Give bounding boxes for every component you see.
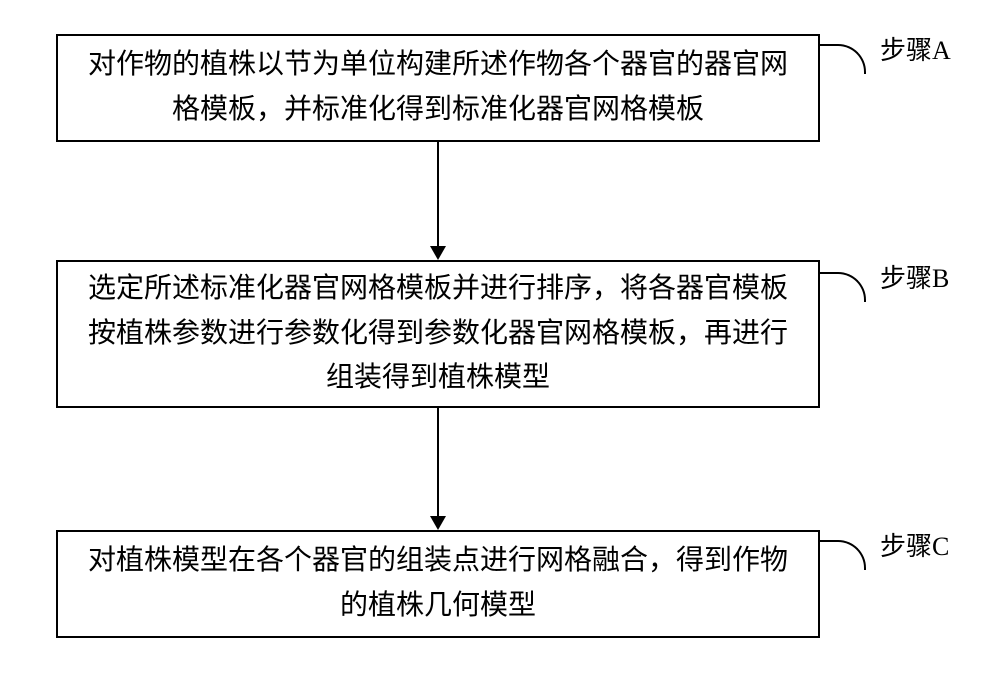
step-c-label-text: 步骤C [880, 532, 949, 561]
step-c-label: 步骤C [880, 526, 949, 563]
flowchart-container: { "layout": { "canvas": { "width": 1000,… [0, 0, 1000, 680]
arrow-ab-shaft [437, 142, 439, 246]
step-a-box: 对作物的植株以节为单位构建所述作物各个器官的器官网格模板，并标准化得到标准化器官… [56, 34, 820, 142]
step-b-label: 步骤B [880, 258, 949, 295]
step-c-box: 对植株模型在各个器官的组装点进行网格融合，得到作物的植株几何模型 [56, 530, 820, 638]
step-b-connector [820, 272, 866, 302]
step-a-label-text: 步骤A [880, 36, 951, 65]
step-b-label-text: 步骤B [880, 264, 949, 293]
arrow-ab-head [430, 246, 446, 260]
step-c-text: 对植株模型在各个器官的组装点进行网格融合，得到作物的植株几何模型 [78, 539, 798, 629]
step-c-connector [820, 540, 866, 570]
arrow-bc-shaft [437, 408, 439, 516]
step-a-connector [820, 44, 866, 74]
step-b-box: 选定所述标准化器官网格模板并进行排序，将各器官模板按植株参数进行参数化得到参数化… [56, 260, 820, 408]
step-b-text: 选定所述标准化器官网格模板并进行排序，将各器官模板按植株参数进行参数化得到参数化… [78, 267, 798, 401]
step-a-text: 对作物的植株以节为单位构建所述作物各个器官的器官网格模板，并标准化得到标准化器官… [78, 43, 798, 133]
step-a-label: 步骤A [880, 30, 951, 67]
arrow-bc-head [430, 516, 446, 530]
